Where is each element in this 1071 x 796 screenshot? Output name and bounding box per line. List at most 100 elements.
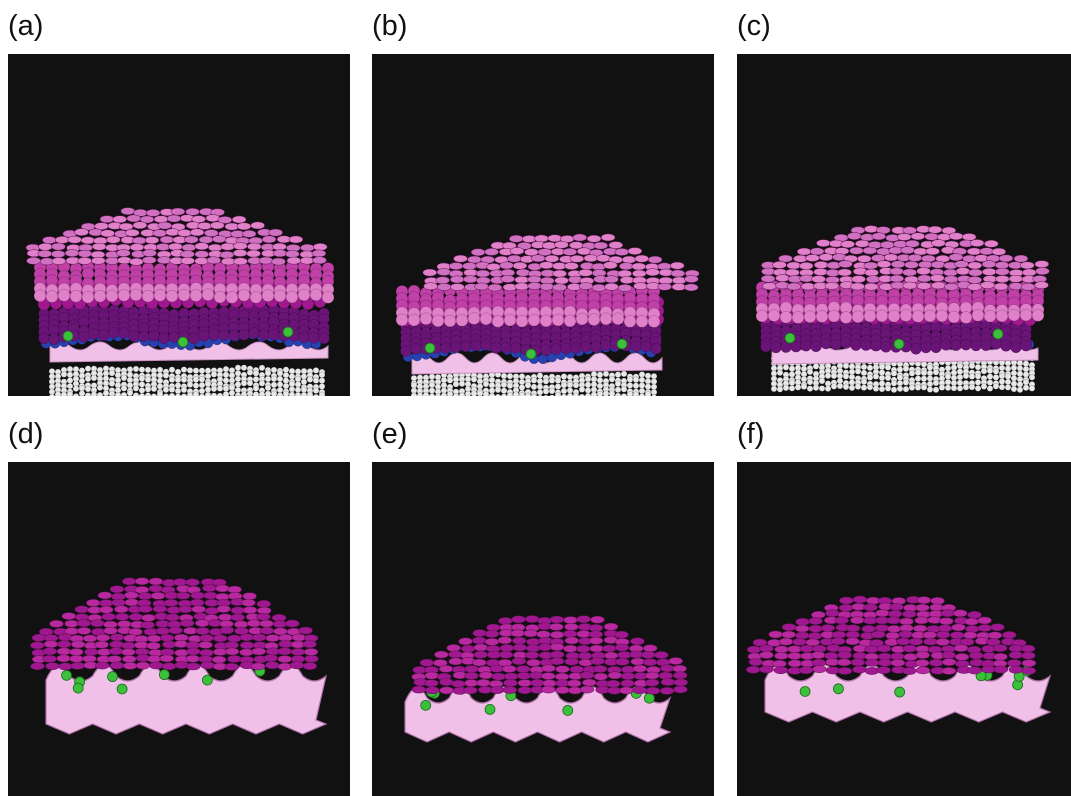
sphere-particle xyxy=(282,382,290,390)
sphere-particle xyxy=(866,364,874,372)
disc-particle xyxy=(168,626,183,635)
sphere-particle xyxy=(554,377,562,384)
sphere-particle xyxy=(431,314,445,328)
sphere-particle xyxy=(818,377,826,385)
sphere-particle xyxy=(108,369,116,377)
disc-particle xyxy=(211,235,227,243)
disc-particle xyxy=(991,247,1007,256)
green-marker-sphere xyxy=(158,669,170,681)
disc-particle xyxy=(781,623,797,632)
disc-particle xyxy=(794,624,810,633)
disc-particle xyxy=(1021,651,1036,660)
disc-particle xyxy=(198,235,214,244)
disc-particle xyxy=(825,609,840,618)
sphere-particle xyxy=(626,391,634,396)
disc-particle xyxy=(487,283,503,292)
panel-label-d: (d) xyxy=(8,418,44,450)
disc-particle xyxy=(552,283,567,292)
disc-particle xyxy=(191,605,206,614)
sphere-particle xyxy=(252,376,260,383)
sphere-particle xyxy=(138,392,146,396)
sphere-particle xyxy=(120,385,128,392)
disc-particle xyxy=(618,262,634,271)
sphere-particle xyxy=(926,375,934,382)
disc-particle xyxy=(185,647,201,656)
sphere-particle xyxy=(626,376,634,383)
sphere-particle xyxy=(494,386,502,394)
disc-particle xyxy=(552,269,567,278)
sphere-particle xyxy=(506,372,514,380)
disc-particle xyxy=(659,687,675,695)
disc-particle xyxy=(312,243,328,251)
disc-particle xyxy=(896,637,911,646)
disc-particle xyxy=(941,667,957,675)
sphere-particle xyxy=(890,380,898,387)
disc-particle xyxy=(778,254,793,263)
disc-particle xyxy=(450,283,465,291)
sphere-particle xyxy=(1016,386,1024,393)
sphere-particle xyxy=(956,385,964,392)
sphere-particle xyxy=(560,373,568,380)
sphere-particle xyxy=(551,313,565,327)
disc-particle xyxy=(161,662,177,671)
sphere-particle xyxy=(452,393,460,396)
disc-particle xyxy=(993,282,1009,291)
sphere-particle xyxy=(860,378,868,385)
sphere-particle xyxy=(518,378,526,386)
scene-group xyxy=(755,225,1050,394)
sphere-particle xyxy=(162,393,170,396)
disc-particle xyxy=(890,658,906,667)
sphere-particle xyxy=(632,382,640,389)
disc-particle xyxy=(285,619,300,628)
disc-particle xyxy=(181,243,197,252)
sphere-particle xyxy=(530,393,538,396)
disc-particle xyxy=(258,256,274,265)
disc-particle xyxy=(460,644,476,653)
disc-particle xyxy=(50,250,66,258)
sphere-particle xyxy=(566,373,574,381)
disc-particle xyxy=(451,679,466,688)
sphere-particle xyxy=(198,393,206,396)
disc-particle xyxy=(489,686,505,694)
disc-particle xyxy=(600,233,616,242)
disc-particle xyxy=(952,609,968,618)
disc-particle xyxy=(435,276,450,285)
sphere-particle xyxy=(204,372,212,380)
sphere-particle xyxy=(407,313,421,327)
disc-particle xyxy=(864,658,880,667)
disc-particle xyxy=(875,609,890,618)
disc-particle xyxy=(948,232,964,241)
disc-particle xyxy=(122,661,138,670)
sphere-particle xyxy=(153,289,167,302)
sphere-particle xyxy=(632,391,640,396)
sphere-particle xyxy=(635,315,649,328)
sphere-particle xyxy=(500,381,508,389)
disc-particle xyxy=(575,645,591,653)
sphere-particle xyxy=(1004,365,1012,372)
disc-particle xyxy=(863,261,879,270)
disc-particle xyxy=(834,616,849,625)
sphere-particle xyxy=(956,379,964,387)
disc-particle xyxy=(527,275,542,284)
disc-particle xyxy=(967,276,983,284)
sphere-particle xyxy=(788,365,796,372)
disc-particle xyxy=(916,267,931,275)
sphere-particle xyxy=(620,370,628,378)
sphere-particle xyxy=(590,391,598,396)
disc-particle xyxy=(883,253,899,262)
sphere-particle xyxy=(560,342,572,355)
disc-particle xyxy=(917,274,932,283)
disc-particle xyxy=(82,634,98,643)
sphere-particle xyxy=(1007,308,1021,322)
disc-particle xyxy=(604,282,619,291)
disc-particle xyxy=(224,647,240,656)
sphere-particle xyxy=(884,385,892,392)
disc-particle xyxy=(419,658,435,667)
disc-particle xyxy=(152,605,168,613)
sphere-particle xyxy=(983,309,997,323)
sphere-particle xyxy=(580,341,592,353)
disc-particle xyxy=(1008,282,1024,291)
disc-particle xyxy=(923,637,938,646)
sphere-particle xyxy=(138,330,150,342)
disc-particle xyxy=(458,637,473,646)
